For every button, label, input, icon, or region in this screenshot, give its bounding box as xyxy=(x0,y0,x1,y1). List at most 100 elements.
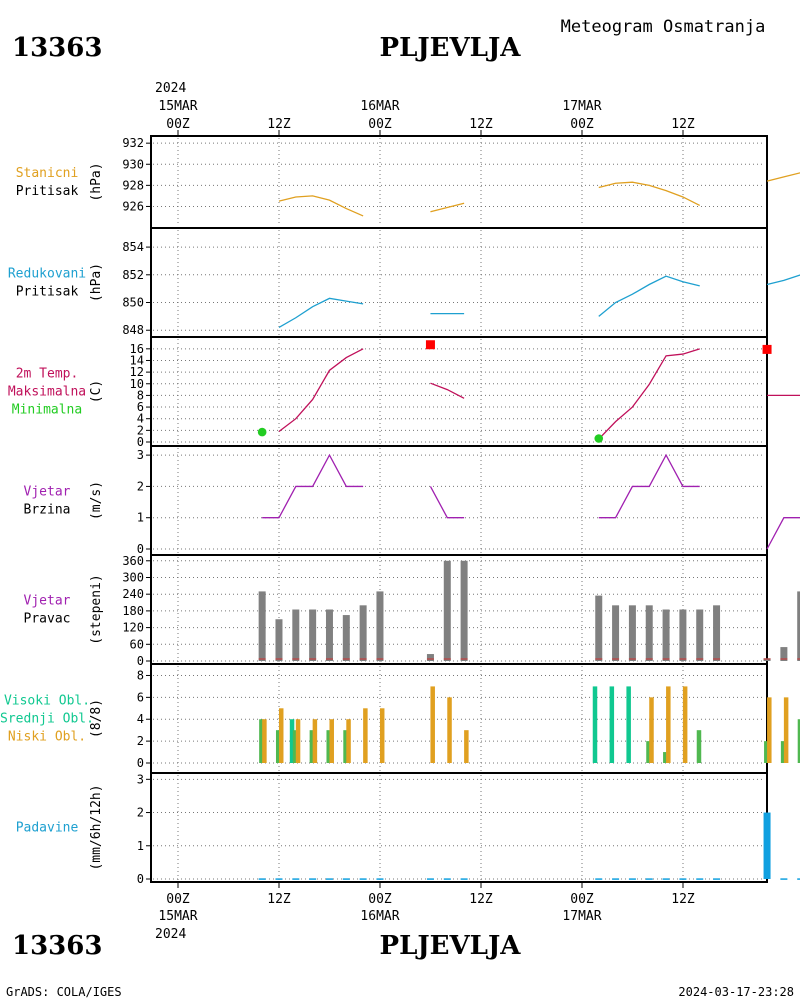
series-line xyxy=(598,453,700,519)
wind-dir-bar xyxy=(628,605,636,661)
panel-6: 0 2 4 6 8 (8/8)Visoki Obl. Srednji Obl. Niski O… xyxy=(0,663,800,774)
precip-bar xyxy=(696,878,704,880)
wind-dir-bar xyxy=(359,605,367,661)
day-label-top-3: 17MAR xyxy=(562,99,601,114)
y-tick-label: 180 xyxy=(122,604,144,618)
series-line xyxy=(766,172,800,182)
panel-title-line: Visoki Obl. xyxy=(4,694,90,709)
tmax-marker xyxy=(425,340,435,350)
cloud-bar xyxy=(696,730,702,763)
panel-title-line: Redukovani xyxy=(8,267,86,282)
day-label-top-1: 15MAR xyxy=(158,99,197,114)
panel-frame xyxy=(150,227,768,338)
y-axis-label: (8/8) xyxy=(89,699,104,738)
hour-label-bottom-4: 12Z xyxy=(469,892,493,907)
y-tick-label: 2 xyxy=(137,423,144,437)
panel-title-line: Pritisak xyxy=(16,285,79,300)
cloud-bar xyxy=(767,697,772,763)
cloud-bar xyxy=(682,686,688,763)
y-tick-label: 852 xyxy=(122,268,144,282)
y-tick-label: 850 xyxy=(122,296,144,310)
hour-label-bottom-6: 12Z xyxy=(671,892,695,907)
y-tick-label: 3 xyxy=(137,448,144,462)
station-id-bottom: 13363 xyxy=(12,931,102,961)
panel-title-line: Srednji Obl. xyxy=(0,712,94,727)
y-tick-label: 930 xyxy=(122,157,144,171)
y-tick-label: 360 xyxy=(122,554,144,568)
panel-frame xyxy=(150,554,768,665)
wind-dir-bar xyxy=(275,619,283,661)
panel-title-line: Maksimalna xyxy=(8,385,86,400)
wind-dir-bar xyxy=(426,654,434,661)
series-line xyxy=(429,486,465,519)
hour-label-top-5: 00Z xyxy=(570,117,594,132)
cloud-bar xyxy=(295,719,301,763)
precip-bar xyxy=(359,878,367,880)
panel-frame xyxy=(150,135,768,229)
panel-title-line: 2m Temp. xyxy=(16,367,79,382)
series-line xyxy=(598,181,701,206)
wind-dir-bar xyxy=(292,609,300,661)
wind-dir-bar xyxy=(309,609,317,661)
series-line xyxy=(278,348,364,433)
wind-dir-bar xyxy=(258,591,266,661)
panel-2: 848 850 852 854 (hPa)Redukovani Pritisak xyxy=(8,227,800,338)
panel-4: 0 1 2 3 (m/s) Vjetar Brzina xyxy=(24,445,800,556)
hour-label-top-6: 12Z xyxy=(671,117,695,132)
wind-dir-bar xyxy=(376,591,384,661)
series-line xyxy=(278,297,364,329)
cloud-bar xyxy=(262,719,267,763)
panel-title-line: Pritisak xyxy=(16,184,79,199)
hour-label-top-4: 12Z xyxy=(469,117,493,132)
hour-label-bottom-3: 00Z xyxy=(368,892,392,907)
y-tick-label: 0 xyxy=(137,872,144,886)
series-line xyxy=(766,517,800,550)
wind-dir-bar xyxy=(713,605,721,661)
y-tick-label: 6 xyxy=(137,690,144,704)
station-name-top: PLJEVLJA xyxy=(380,33,522,63)
series-line xyxy=(766,274,800,286)
precip-bar xyxy=(258,878,266,880)
hour-label-bottom-1: 00Z xyxy=(166,892,190,907)
y-tick-label: 14 xyxy=(130,353,144,367)
panel-1: 926 928 930 932 (hPa) Stanicni Pritisak xyxy=(16,135,800,229)
y-tick-label: 848 xyxy=(122,323,144,337)
panel-title-line: Padavine xyxy=(16,821,79,836)
y-tick-label: 120 xyxy=(122,621,144,635)
y-tick-label: 8 xyxy=(137,668,144,682)
wind-dir-bar xyxy=(460,560,468,661)
cloud-bar xyxy=(343,730,348,763)
precip-bar xyxy=(595,878,603,880)
cloud-bar xyxy=(289,719,295,763)
footer-left: GrADS: COLA/IGES xyxy=(6,985,122,999)
cloud-bar xyxy=(447,697,452,763)
y-tick-label: 928 xyxy=(122,178,144,192)
cloud-bar xyxy=(309,730,315,763)
cloud-bar xyxy=(312,719,318,763)
day-label-bottom-3: 17MAR xyxy=(562,909,601,924)
panel-title-line: Vjetar xyxy=(24,485,71,500)
precip-bar xyxy=(292,878,300,880)
precip-bar xyxy=(460,878,468,880)
panel-frame xyxy=(150,772,768,883)
panel-frame xyxy=(150,445,768,556)
cloud-bar xyxy=(379,708,385,763)
cloud-bar xyxy=(649,697,654,763)
series-line xyxy=(430,202,465,213)
precip-bar xyxy=(763,812,771,879)
cloud-bar xyxy=(797,719,800,763)
y-tick-label: 0 xyxy=(137,654,144,668)
hour-label-bottom-2: 12Z xyxy=(267,892,291,907)
series-line xyxy=(598,348,700,440)
wind-dir-bar xyxy=(595,595,603,661)
cloud-bar xyxy=(464,730,469,763)
cloud-bar xyxy=(646,741,651,763)
cloud-bar xyxy=(278,708,284,763)
y-tick-label: 60 xyxy=(130,637,144,651)
y-tick-label: 0 xyxy=(137,542,144,556)
panel-title-line: Stanicni xyxy=(16,166,79,181)
tmin-marker xyxy=(257,427,267,437)
wind-dir-bar xyxy=(342,615,350,661)
wind-dir-bar xyxy=(662,609,670,661)
series-line xyxy=(430,382,465,399)
